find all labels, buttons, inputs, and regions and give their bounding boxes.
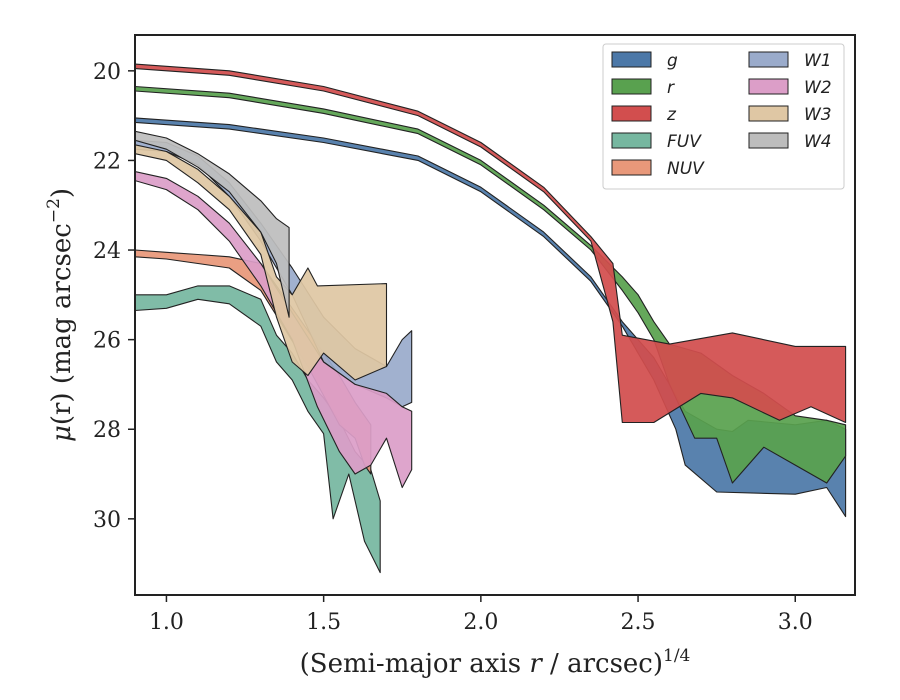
- legend-label-w4: W4: [804, 132, 832, 152]
- x-axis-title-sup: 1/4: [663, 646, 690, 666]
- x-axis-title: (Semi-major axis r / arcsec)1/4: [300, 646, 691, 679]
- legend-label-w3: W3: [804, 105, 832, 125]
- y-axis: 20 22 24 26 28 30: [93, 60, 135, 533]
- y-axis-title-close: ): [47, 188, 77, 198]
- y-tick-label: 28: [93, 418, 121, 443]
- legend-swatch-w1: [748, 51, 789, 68]
- y-tick-label: 30: [93, 508, 121, 533]
- x-tick-label: 2.0: [463, 610, 498, 635]
- band-z: [135, 63, 847, 424]
- y-tick-label: 22: [93, 149, 121, 174]
- legend: grz FUV NUV W1 W2 W3 W4: [602, 43, 845, 190]
- x-tick-label: 3.0: [778, 610, 813, 635]
- legend-swatch-z: [611, 105, 652, 122]
- legend-swatch-w3: [748, 105, 789, 122]
- legend-swatch-w2: [748, 78, 789, 95]
- legend-label-w1: W1: [804, 51, 832, 71]
- legend-label-z: z: [666, 105, 677, 125]
- x-tick-label: 2.5: [621, 610, 656, 635]
- x-axis-title-rest: / arcsec): [542, 649, 663, 679]
- band-w2: [135, 171, 413, 489]
- band-r: [135, 85, 847, 484]
- band-w3: [135, 144, 388, 381]
- y-axis-title-rest: (r) (mag arcsec: [47, 223, 77, 425]
- x-axis-title-var: r: [529, 649, 543, 679]
- legend-label-g: g: [667, 51, 678, 71]
- legend-swatch-r: [611, 78, 652, 95]
- x-axis-title-main: (Semi-major axis: [300, 649, 530, 679]
- band-w4: [135, 130, 290, 318]
- x-tick-label: 1.5: [306, 610, 341, 635]
- legend-swatch-w4: [748, 132, 789, 149]
- bands-layer: [135, 63, 847, 574]
- plot-frame: [134, 34, 856, 596]
- legend-label-w2: W2: [804, 78, 832, 98]
- legend-swatch-fuv: [611, 132, 652, 149]
- x-tick-label: 1.0: [149, 610, 184, 635]
- x-axis: 1.0 1.5 2.0 2.5 3.0: [149, 595, 813, 635]
- y-axis-title-sup: −2: [44, 198, 64, 223]
- legend-swatch-g: [611, 51, 652, 68]
- legend-label-fuv: FUV: [667, 132, 702, 152]
- band-g: [135, 117, 847, 518]
- y-tick-label: 20: [93, 60, 121, 85]
- y-axis-title: μ(r) (mag arcsec−2): [44, 188, 77, 442]
- legend-label-nuv: NUV: [667, 159, 705, 179]
- y-tick-label: 24: [93, 239, 121, 264]
- y-axis-title-mu: μ: [47, 425, 77, 442]
- y-tick-label: 26: [93, 329, 121, 354]
- legend-swatch-nuv: [611, 159, 652, 176]
- legend-label-r: r: [667, 78, 675, 98]
